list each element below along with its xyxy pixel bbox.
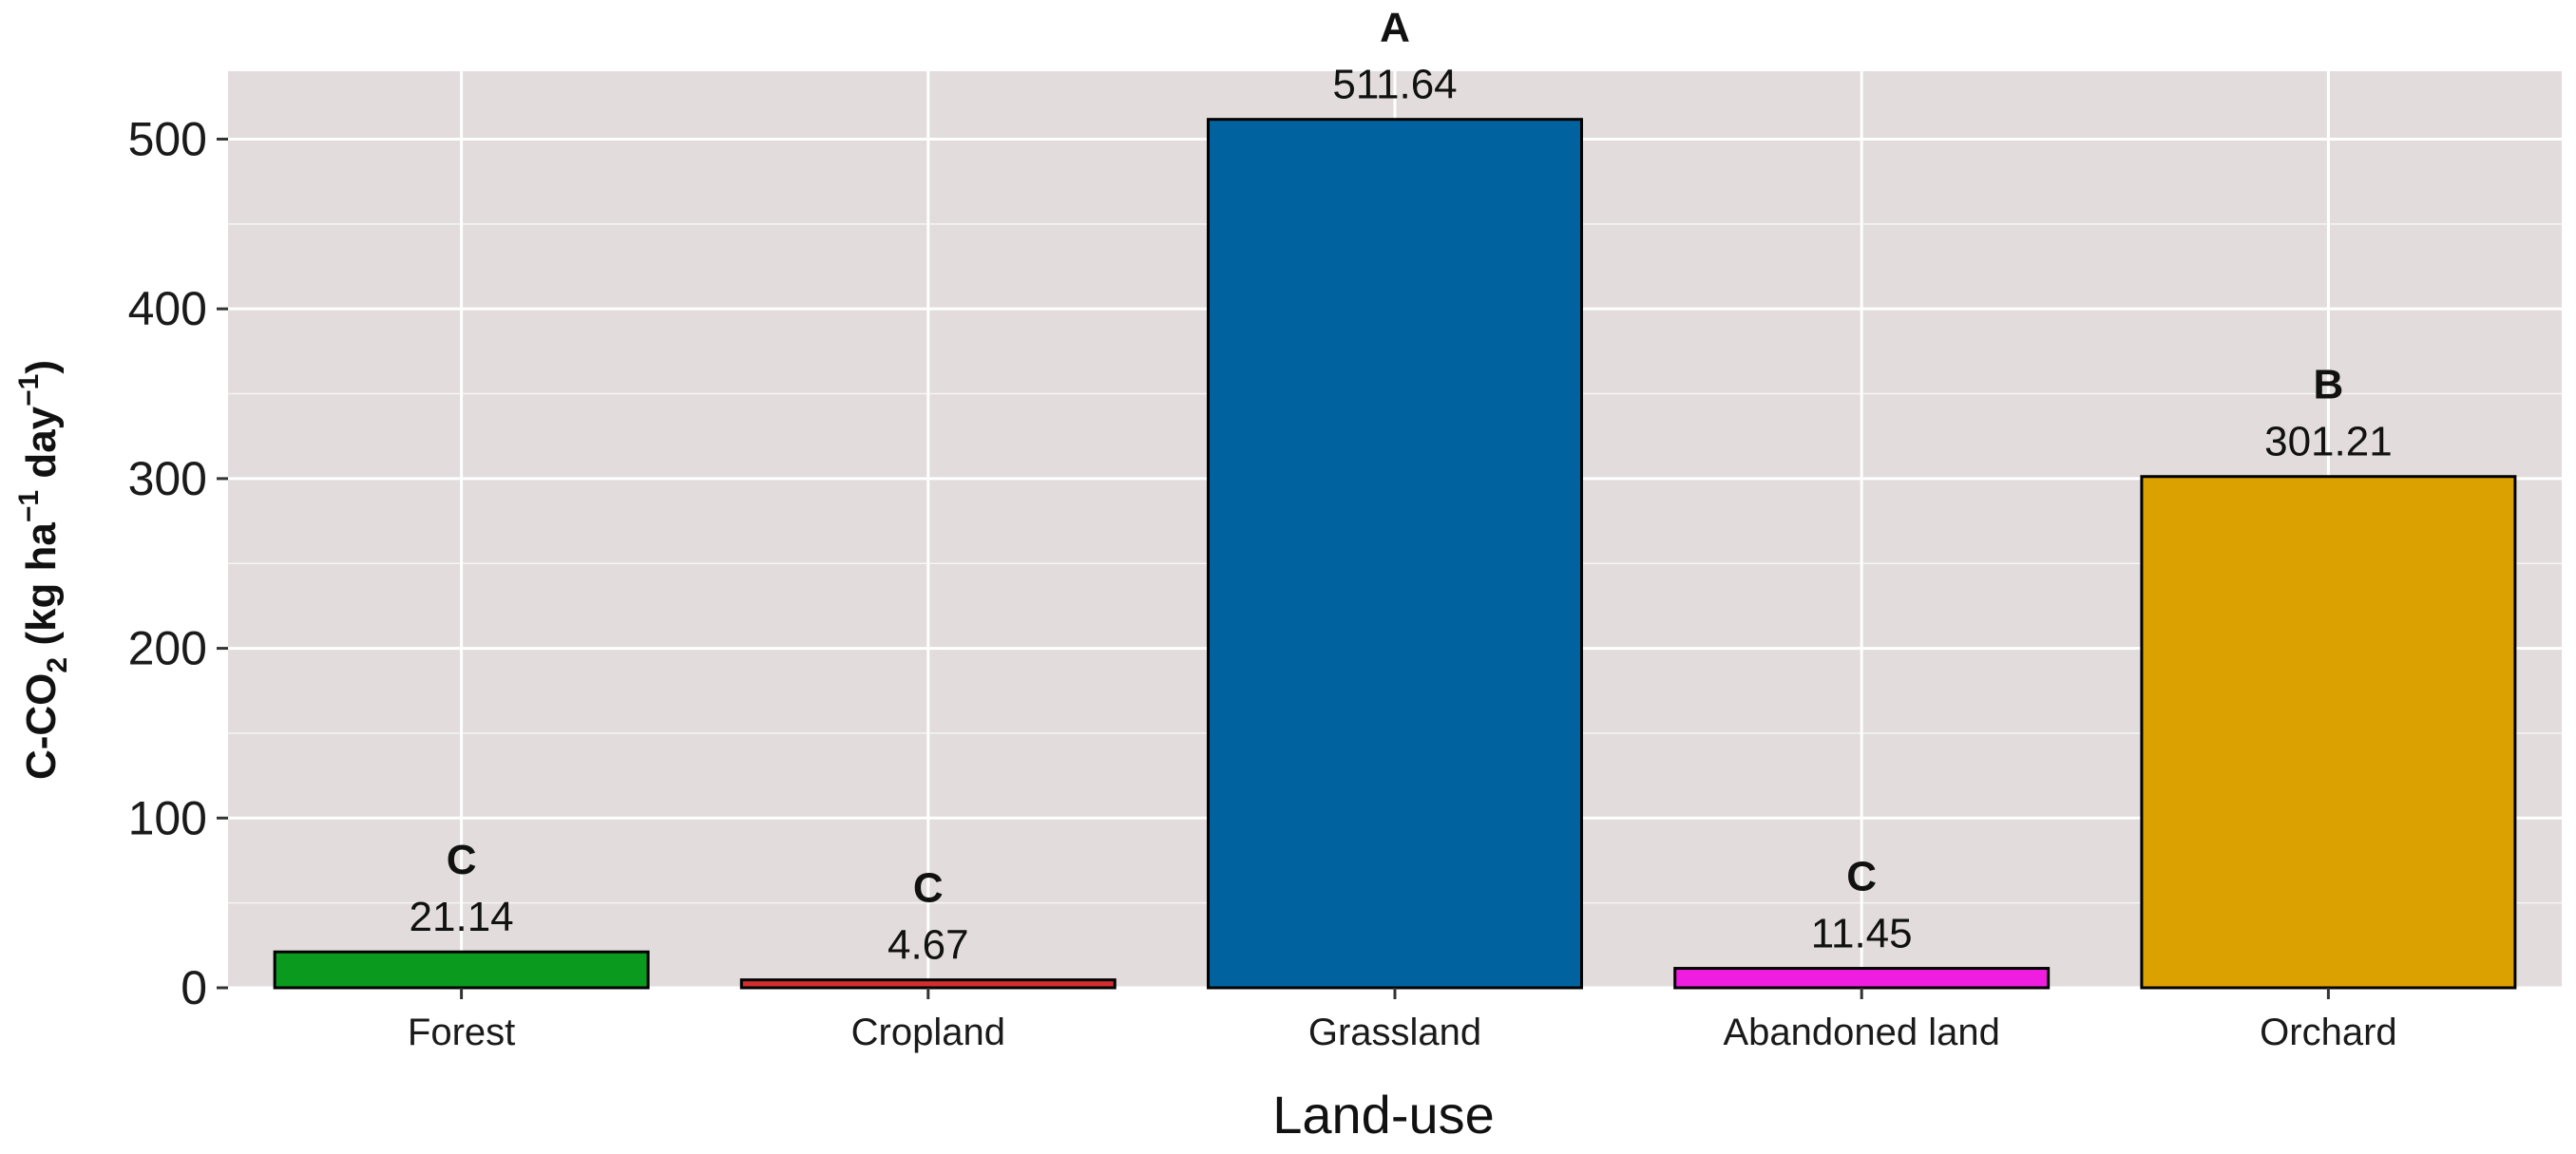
bar-abandoned-land (1673, 967, 2051, 990)
value-labels: 21.14 4.67 511.64 11.45 301.21 (410, 62, 2393, 969)
x-tick-label: Grassland (1308, 1012, 1481, 1053)
data-label: 301.21 (2264, 419, 2393, 465)
y-axis-title-prefix: C-CO (18, 673, 65, 780)
bar-grassland (1207, 118, 1583, 990)
x-axis-title: Land-use (1272, 1085, 1495, 1145)
y-axis: 0 100 200 300 400 500 (128, 112, 228, 1014)
y-axis-title-suffix: ) (18, 360, 65, 374)
x-axis: Forest Cropland Grassland Abandoned land Orc… (408, 988, 2397, 1053)
y-tick-label: 0 (181, 961, 207, 1014)
y-axis-title-mid2: day (18, 406, 65, 490)
bar-forest (273, 950, 650, 990)
group-letter-label: C (447, 837, 477, 883)
data-label: 4.67 (887, 922, 969, 969)
y-tick-label: 100 (128, 791, 207, 844)
group-letter-label: C (1846, 854, 1877, 900)
y-axis-title-sup2: −1 (13, 374, 45, 407)
y-axis-title-sup1: −1 (13, 490, 45, 522)
x-tick-label: Forest (408, 1012, 515, 1053)
x-tick-label: Abandoned land (1724, 1012, 2000, 1053)
group-letter-label: A (1380, 5, 1410, 51)
data-label: 11.45 (1811, 911, 1913, 957)
data-label: 511.64 (1332, 62, 1457, 108)
bar-orchard (2140, 475, 2517, 990)
group-letters: C C A C B (447, 5, 2344, 912)
x-tick-label: Orchard (2260, 1012, 2397, 1053)
y-tick-label: 500 (128, 112, 207, 165)
data-label: 21.14 (410, 894, 514, 940)
y-tick-label: 200 (128, 622, 207, 675)
group-letter-label: B (2314, 362, 2344, 408)
x-tick-label: Cropland (851, 1012, 1005, 1053)
y-axis-title-mid: (kg ha (18, 522, 65, 657)
group-letter-label: C (913, 865, 944, 912)
y-tick-label: 300 (128, 452, 207, 505)
y-axis-title: C-CO2 (kg ha−1 day−1) (13, 360, 73, 780)
y-tick-label: 400 (128, 282, 207, 335)
bars (273, 118, 2517, 990)
y-axis-title-sub: 2 (42, 657, 73, 673)
bar-cropland (739, 978, 1116, 990)
